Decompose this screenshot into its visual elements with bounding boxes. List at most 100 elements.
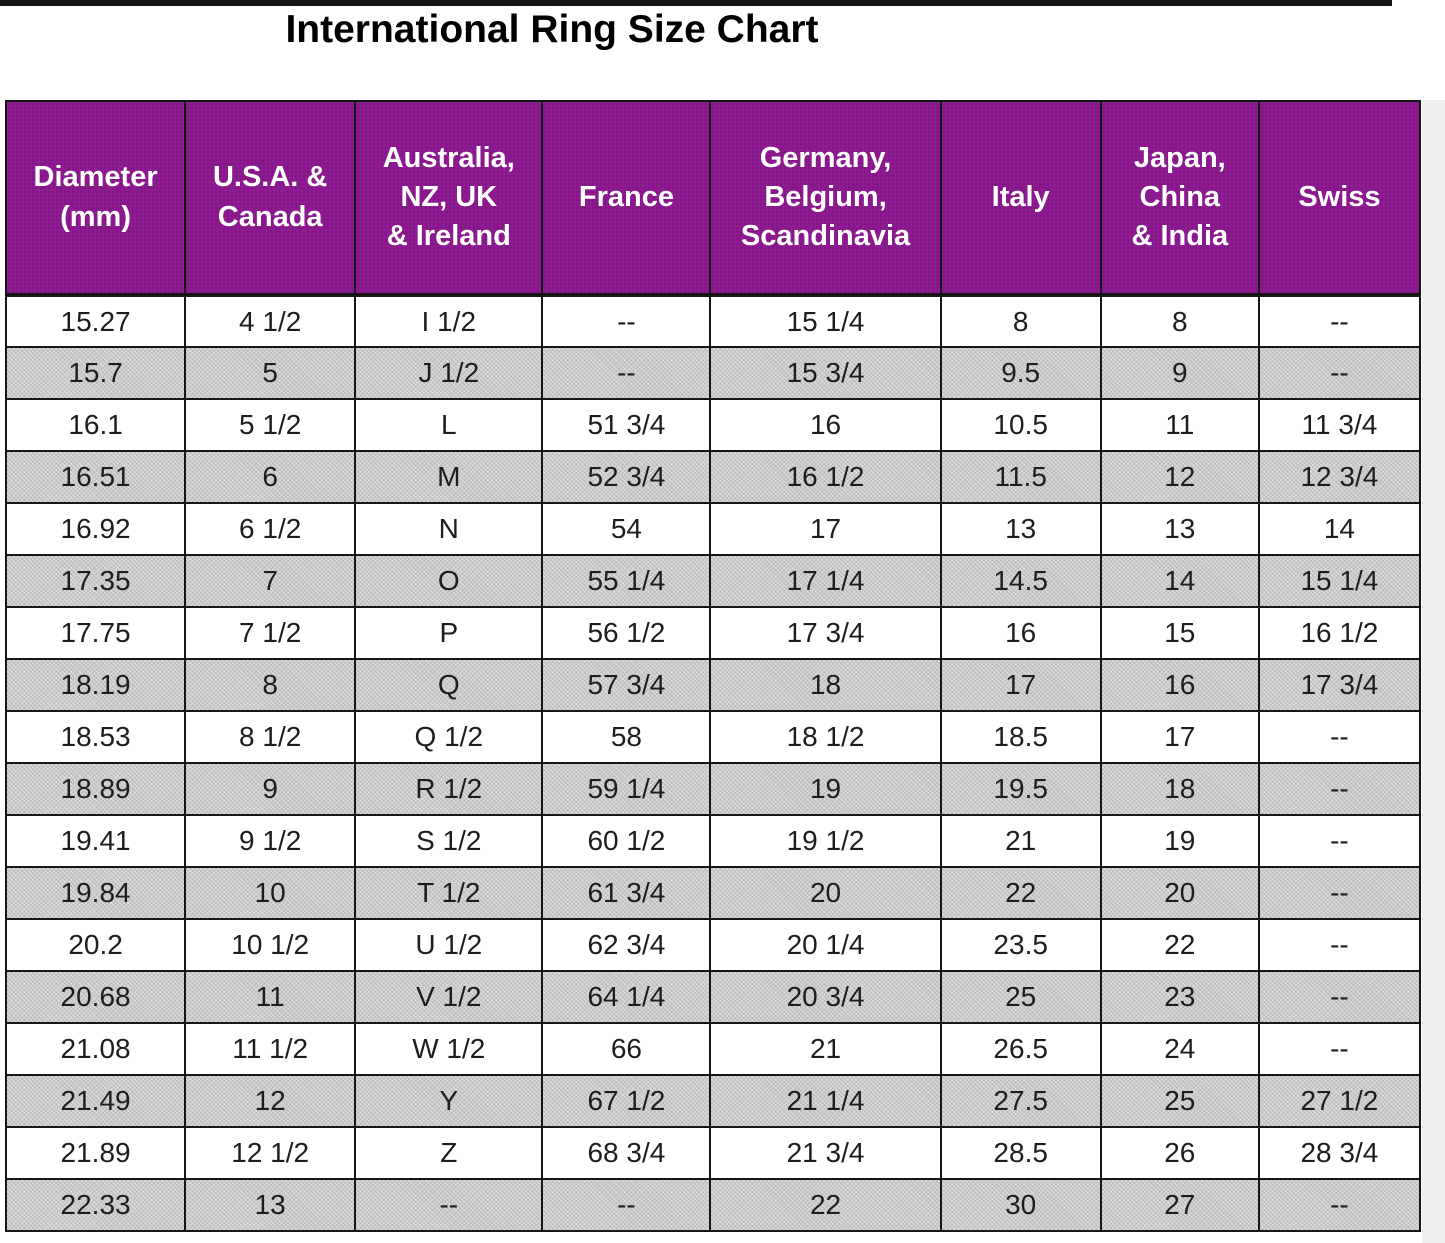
table-header-row: Diameter (mm) U.S.A. & Canada Australia, NZ, … [4, 100, 1422, 297]
table-cell-australia-nz-uk-ireland: Y [354, 1074, 544, 1128]
table-cell-usa-canada: 9 [184, 762, 357, 816]
table-cell-swiss: 16 1/2 [1257, 606, 1422, 660]
table-cell-swiss: 28 3/4 [1257, 1126, 1422, 1180]
table-cell-swiss: 14 [1257, 502, 1422, 556]
table-cell-germany-belgium-scandinavia: 21 [709, 1022, 942, 1076]
table-cell-australia-nz-uk-ireland: -- [354, 1178, 544, 1232]
table-cell-japan-china-india: 18 [1099, 762, 1260, 816]
table-cell-diameter-mm: 20.68 [4, 970, 187, 1024]
table-cell-swiss: 12 3/4 [1257, 450, 1422, 504]
table-cell-diameter-mm: 21.49 [4, 1074, 187, 1128]
table-cell-japan-china-india: 24 [1099, 1022, 1260, 1076]
table-row: 21.49 12 Y 67 1/2 21 1/4 27.5 25 27 1/2 [4, 1074, 1422, 1128]
table-cell-japan-china-india: 27 [1099, 1178, 1260, 1232]
table-cell-australia-nz-uk-ireland: R 1/2 [354, 762, 544, 816]
ring-size-table: Diameter (mm) U.S.A. & Canada Australia, NZ, … [4, 100, 1422, 1232]
table-cell-italy: 8 [939, 294, 1102, 348]
table-cell-usa-canada: 12 [184, 1074, 357, 1128]
table-cell-diameter-mm: 19.41 [4, 814, 187, 868]
table-cell-australia-nz-uk-ireland: I 1/2 [354, 294, 544, 348]
table-row: 15.27 4 1/2 I 1/2 -- 15 1/4 8 8 -- [4, 294, 1422, 348]
table-cell-italy: 19.5 [939, 762, 1102, 816]
table-row: 18.53 8 1/2 Q 1/2 58 18 1/2 18.5 17 -- [4, 710, 1422, 764]
table-cell-swiss: 15 1/4 [1257, 554, 1422, 608]
table-cell-italy: 9.5 [939, 346, 1102, 400]
table-cell-germany-belgium-scandinavia: 20 [709, 866, 942, 920]
table-cell-france: 52 3/4 [541, 450, 712, 504]
table-cell-australia-nz-uk-ireland: T 1/2 [354, 866, 544, 920]
table-cell-italy: 28.5 [939, 1126, 1102, 1180]
table-cell-usa-canada: 8 1/2 [184, 710, 357, 764]
table-cell-swiss: -- [1257, 294, 1422, 348]
table-cell-australia-nz-uk-ireland: W 1/2 [354, 1022, 544, 1076]
table-cell-swiss: 27 1/2 [1257, 1074, 1422, 1128]
table-cell-swiss: -- [1257, 918, 1422, 972]
table-cell-diameter-mm: 21.08 [4, 1022, 187, 1076]
table-cell-diameter-mm: 17.35 [4, 554, 187, 608]
table-cell-italy: 16 [939, 606, 1102, 660]
table-cell-japan-china-india: 8 [1099, 294, 1260, 348]
table-cell-germany-belgium-scandinavia: 19 [709, 762, 942, 816]
table-cell-swiss: -- [1257, 710, 1422, 764]
table-cell-swiss: -- [1257, 762, 1422, 816]
table-cell-france: 62 3/4 [541, 918, 712, 972]
table-cell-france: -- [541, 1178, 712, 1232]
table-cell-usa-canada: 11 [184, 970, 357, 1024]
table-cell-swiss: 11 3/4 [1257, 398, 1422, 452]
table-row: 16.92 6 1/2 N 54 17 13 13 14 [4, 502, 1422, 556]
col-header-france: France [541, 100, 712, 297]
table-cell-france: 54 [541, 502, 712, 556]
table-cell-germany-belgium-scandinavia: 19 1/2 [709, 814, 942, 868]
table-cell-swiss: -- [1257, 866, 1422, 920]
table-cell-australia-nz-uk-ireland: V 1/2 [354, 970, 544, 1024]
table-cell-germany-belgium-scandinavia: 20 1/4 [709, 918, 942, 972]
table-cell-germany-belgium-scandinavia: 17 [709, 502, 942, 556]
table-cell-australia-nz-uk-ireland: Z [354, 1126, 544, 1180]
table-cell-germany-belgium-scandinavia: 16 [709, 398, 942, 452]
table-row: 21.08 11 1/2 W 1/2 66 21 26.5 24 -- [4, 1022, 1422, 1076]
table-cell-diameter-mm: 18.53 [4, 710, 187, 764]
table-cell-usa-canada: 5 [184, 346, 357, 400]
table-cell-france: -- [541, 294, 712, 348]
table-cell-france: 58 [541, 710, 712, 764]
table-row: 16.51 6 M 52 3/4 16 1/2 11.5 12 12 3/4 [4, 450, 1422, 504]
table-cell-australia-nz-uk-ireland: P [354, 606, 544, 660]
table-row: 15.7 5 J 1/2 -- 15 3/4 9.5 9 -- [4, 346, 1422, 400]
col-header-germany-belgium-scandinavia: Germany, Belgium, Scandinavia [709, 100, 942, 297]
table-cell-japan-china-india: 11 [1099, 398, 1260, 452]
table-cell-france: 51 3/4 [541, 398, 712, 452]
table-cell-japan-china-india: 26 [1099, 1126, 1260, 1180]
table-cell-usa-canada: 10 [184, 866, 357, 920]
table-row: 18.89 9 R 1/2 59 1/4 19 19.5 18 -- [4, 762, 1422, 816]
table-cell-usa-canada: 8 [184, 658, 357, 712]
table-cell-diameter-mm: 18.19 [4, 658, 187, 712]
table-cell-italy: 13 [939, 502, 1102, 556]
table-cell-france: 57 3/4 [541, 658, 712, 712]
page-title: International Ring Size Chart [285, 8, 819, 51]
table-cell-france: 59 1/4 [541, 762, 712, 816]
table-cell-france: 56 1/2 [541, 606, 712, 660]
table-cell-australia-nz-uk-ireland: M [354, 450, 544, 504]
table-cell-diameter-mm: 21.89 [4, 1126, 187, 1180]
table-row: 18.19 8 Q 57 3/4 18 17 16 17 3/4 [4, 658, 1422, 712]
table-row: 19.41 9 1/2 S 1/2 60 1/2 19 1/2 21 19 -- [4, 814, 1422, 868]
table-cell-japan-china-india: 12 [1099, 450, 1260, 504]
table-cell-usa-canada: 6 1/2 [184, 502, 357, 556]
table-cell-diameter-mm: 15.27 [4, 294, 187, 348]
table-cell-germany-belgium-scandinavia: 20 3/4 [709, 970, 942, 1024]
table-row: 20.68 11 V 1/2 64 1/4 20 3/4 25 23 -- [4, 970, 1422, 1024]
table-cell-usa-canada: 11 1/2 [184, 1022, 357, 1076]
table-cell-australia-nz-uk-ireland: U 1/2 [354, 918, 544, 972]
table-cell-france: 66 [541, 1022, 712, 1076]
table-cell-japan-china-india: 20 [1099, 866, 1260, 920]
table-cell-japan-china-india: 9 [1099, 346, 1260, 400]
table-cell-diameter-mm: 16.92 [4, 502, 187, 556]
table-cell-germany-belgium-scandinavia: 16 1/2 [709, 450, 942, 504]
table-cell-diameter-mm: 16.51 [4, 450, 187, 504]
table-cell-france: 64 1/4 [541, 970, 712, 1024]
table-cell-italy: 17 [939, 658, 1102, 712]
table-cell-diameter-mm: 22.33 [4, 1178, 187, 1232]
table-header: Diameter (mm) U.S.A. & Canada Australia, NZ, … [4, 100, 1422, 297]
table-cell-swiss: -- [1257, 1178, 1422, 1232]
